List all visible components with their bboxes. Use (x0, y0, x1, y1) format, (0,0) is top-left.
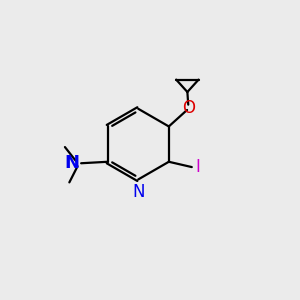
Text: N: N (132, 183, 145, 201)
Text: I: I (195, 158, 200, 176)
Text: O: O (182, 99, 195, 117)
Text: N: N (65, 154, 80, 172)
